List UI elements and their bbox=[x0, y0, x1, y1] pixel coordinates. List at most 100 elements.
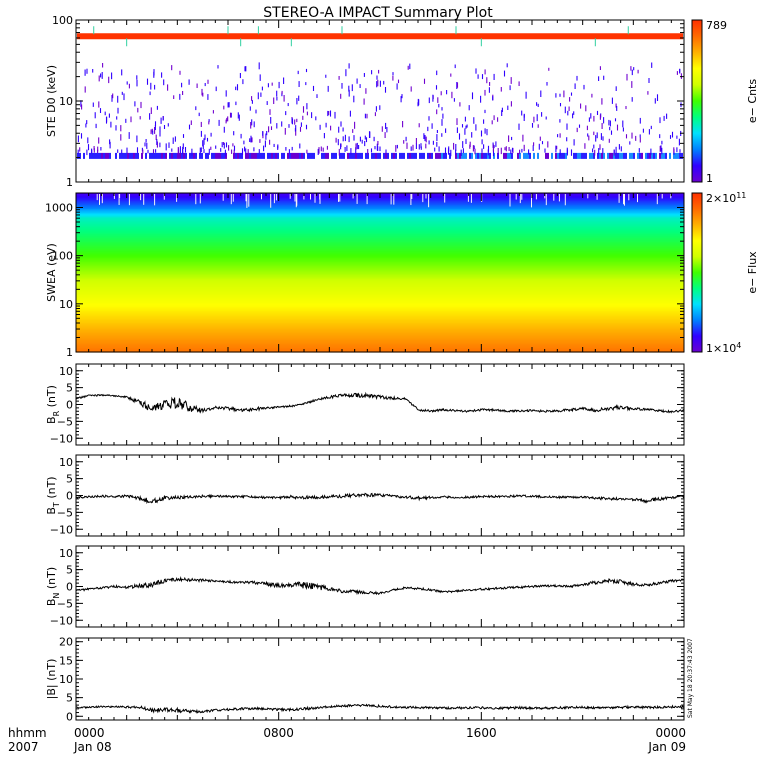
spectrogram-row bbox=[76, 341, 684, 344]
spectrogram-row bbox=[76, 280, 684, 283]
ytick-label: 0 bbox=[66, 581, 73, 594]
ylabel-swea: SWEA (eV) bbox=[45, 243, 58, 302]
ytick-label: −10 bbox=[50, 432, 73, 445]
ste-low-band bbox=[191, 152, 193, 159]
ste-low-band bbox=[395, 152, 397, 159]
spectrogram-row bbox=[76, 259, 684, 262]
ste-low-band bbox=[89, 152, 91, 159]
spectrogram-row bbox=[76, 276, 684, 279]
spectrogram-row bbox=[76, 257, 684, 260]
panel-frame bbox=[75, 454, 685, 537]
ytick-label: 10 bbox=[59, 673, 73, 686]
spectrogram-row bbox=[76, 243, 684, 246]
colorbar-max-label: 2×1011 bbox=[706, 191, 746, 205]
ste-low-band bbox=[497, 152, 499, 159]
ste-low-band bbox=[233, 152, 235, 159]
spectrogram-row bbox=[76, 337, 684, 340]
ste-low-band bbox=[235, 152, 237, 159]
ste-low-band bbox=[171, 152, 173, 159]
ytick-label: 5 bbox=[66, 564, 73, 577]
ste-low-band bbox=[205, 152, 207, 159]
ste-low-band bbox=[135, 152, 137, 159]
ste-low-band bbox=[629, 152, 631, 159]
spectrogram-row bbox=[76, 248, 684, 251]
ylabel-bmag: |B| (nT) bbox=[45, 659, 58, 700]
spectrogram-row bbox=[76, 324, 684, 327]
ste-low-band bbox=[245, 152, 247, 159]
ste-low-band bbox=[603, 152, 605, 159]
ste-low-band bbox=[255, 152, 257, 159]
ste-low-band bbox=[655, 152, 657, 159]
ste-low-band bbox=[133, 152, 135, 159]
ytick-label: 1 bbox=[66, 176, 73, 189]
ste-low-band bbox=[661, 152, 663, 159]
spectrogram-row bbox=[76, 265, 684, 268]
ste-low-band bbox=[385, 152, 387, 159]
ste-low-band bbox=[427, 152, 429, 159]
ste-low-band bbox=[679, 152, 681, 159]
spectrogram-row bbox=[76, 232, 684, 235]
ste-low-band bbox=[151, 152, 153, 159]
time-tick-date: Jan 09 bbox=[647, 740, 686, 754]
ste-low-band bbox=[533, 152, 535, 159]
spectrogram-row bbox=[76, 269, 684, 272]
spectrogram-row bbox=[76, 299, 684, 301]
ste-low-band bbox=[157, 152, 159, 159]
ste-low-band bbox=[79, 152, 81, 159]
ste-low-band bbox=[593, 152, 595, 159]
ste-low-band bbox=[511, 152, 513, 159]
ste-low-band bbox=[625, 152, 627, 159]
ste-low-band bbox=[273, 152, 275, 159]
spectrogram-row bbox=[76, 219, 684, 222]
ste-low-band bbox=[365, 152, 367, 159]
spectrogram-row bbox=[76, 333, 684, 336]
spectrogram-row bbox=[76, 338, 684, 341]
ste-low-band bbox=[169, 152, 171, 159]
ste-low-band bbox=[331, 152, 333, 159]
ste-low-band bbox=[341, 152, 343, 159]
spectrogram-row bbox=[76, 214, 684, 217]
ste-low-band bbox=[523, 152, 525, 159]
ytick-label: 20 bbox=[59, 636, 73, 649]
ste-low-band bbox=[201, 152, 203, 159]
spectrogram-row bbox=[76, 309, 684, 312]
ste-low-band bbox=[291, 152, 293, 159]
ste-low-band bbox=[249, 152, 251, 159]
ste-low-band bbox=[387, 152, 389, 159]
ste-low-band bbox=[277, 152, 279, 159]
spectrogram-row bbox=[76, 268, 684, 271]
spectrogram-row bbox=[76, 300, 684, 303]
ste-low-band bbox=[281, 152, 283, 159]
spectrogram-row bbox=[76, 239, 684, 242]
ste-low-band bbox=[297, 152, 299, 159]
ste-low-band bbox=[633, 152, 635, 159]
ste-low-band bbox=[509, 152, 511, 159]
spectrogram-row bbox=[76, 202, 684, 205]
ste-low-band bbox=[415, 152, 417, 159]
ste-low-band bbox=[623, 152, 625, 159]
spectrogram-row bbox=[76, 223, 684, 226]
time-tick-label: 0000 bbox=[655, 726, 686, 740]
ste-low-band bbox=[161, 152, 163, 159]
ste-low-band bbox=[547, 152, 549, 159]
spectrogram-row bbox=[76, 304, 684, 307]
panel-swea: 1 10 100 1000 SWEA (eV) 2×1011 1×104 e− Flux bbox=[45, 191, 759, 359]
figure-title: STEREO-A IMPACT Summary Plot bbox=[263, 5, 493, 21]
spectrogram-row bbox=[76, 224, 684, 227]
spectrogram-row bbox=[76, 267, 684, 270]
ste-low-band bbox=[261, 152, 263, 159]
ste-low-band bbox=[527, 152, 529, 159]
ste-low-band bbox=[83, 152, 85, 159]
spectrogram-row bbox=[76, 283, 684, 286]
ste-low-band bbox=[267, 152, 269, 159]
spectrogram-row bbox=[76, 316, 684, 319]
ste-low-band bbox=[565, 152, 567, 159]
spectrogram-row bbox=[76, 326, 684, 329]
ste-low-band bbox=[413, 152, 415, 159]
ste-low-band bbox=[137, 152, 139, 159]
ste-low-band bbox=[173, 152, 175, 159]
ste-low-band bbox=[401, 152, 403, 159]
spectrogram-row bbox=[76, 328, 684, 331]
